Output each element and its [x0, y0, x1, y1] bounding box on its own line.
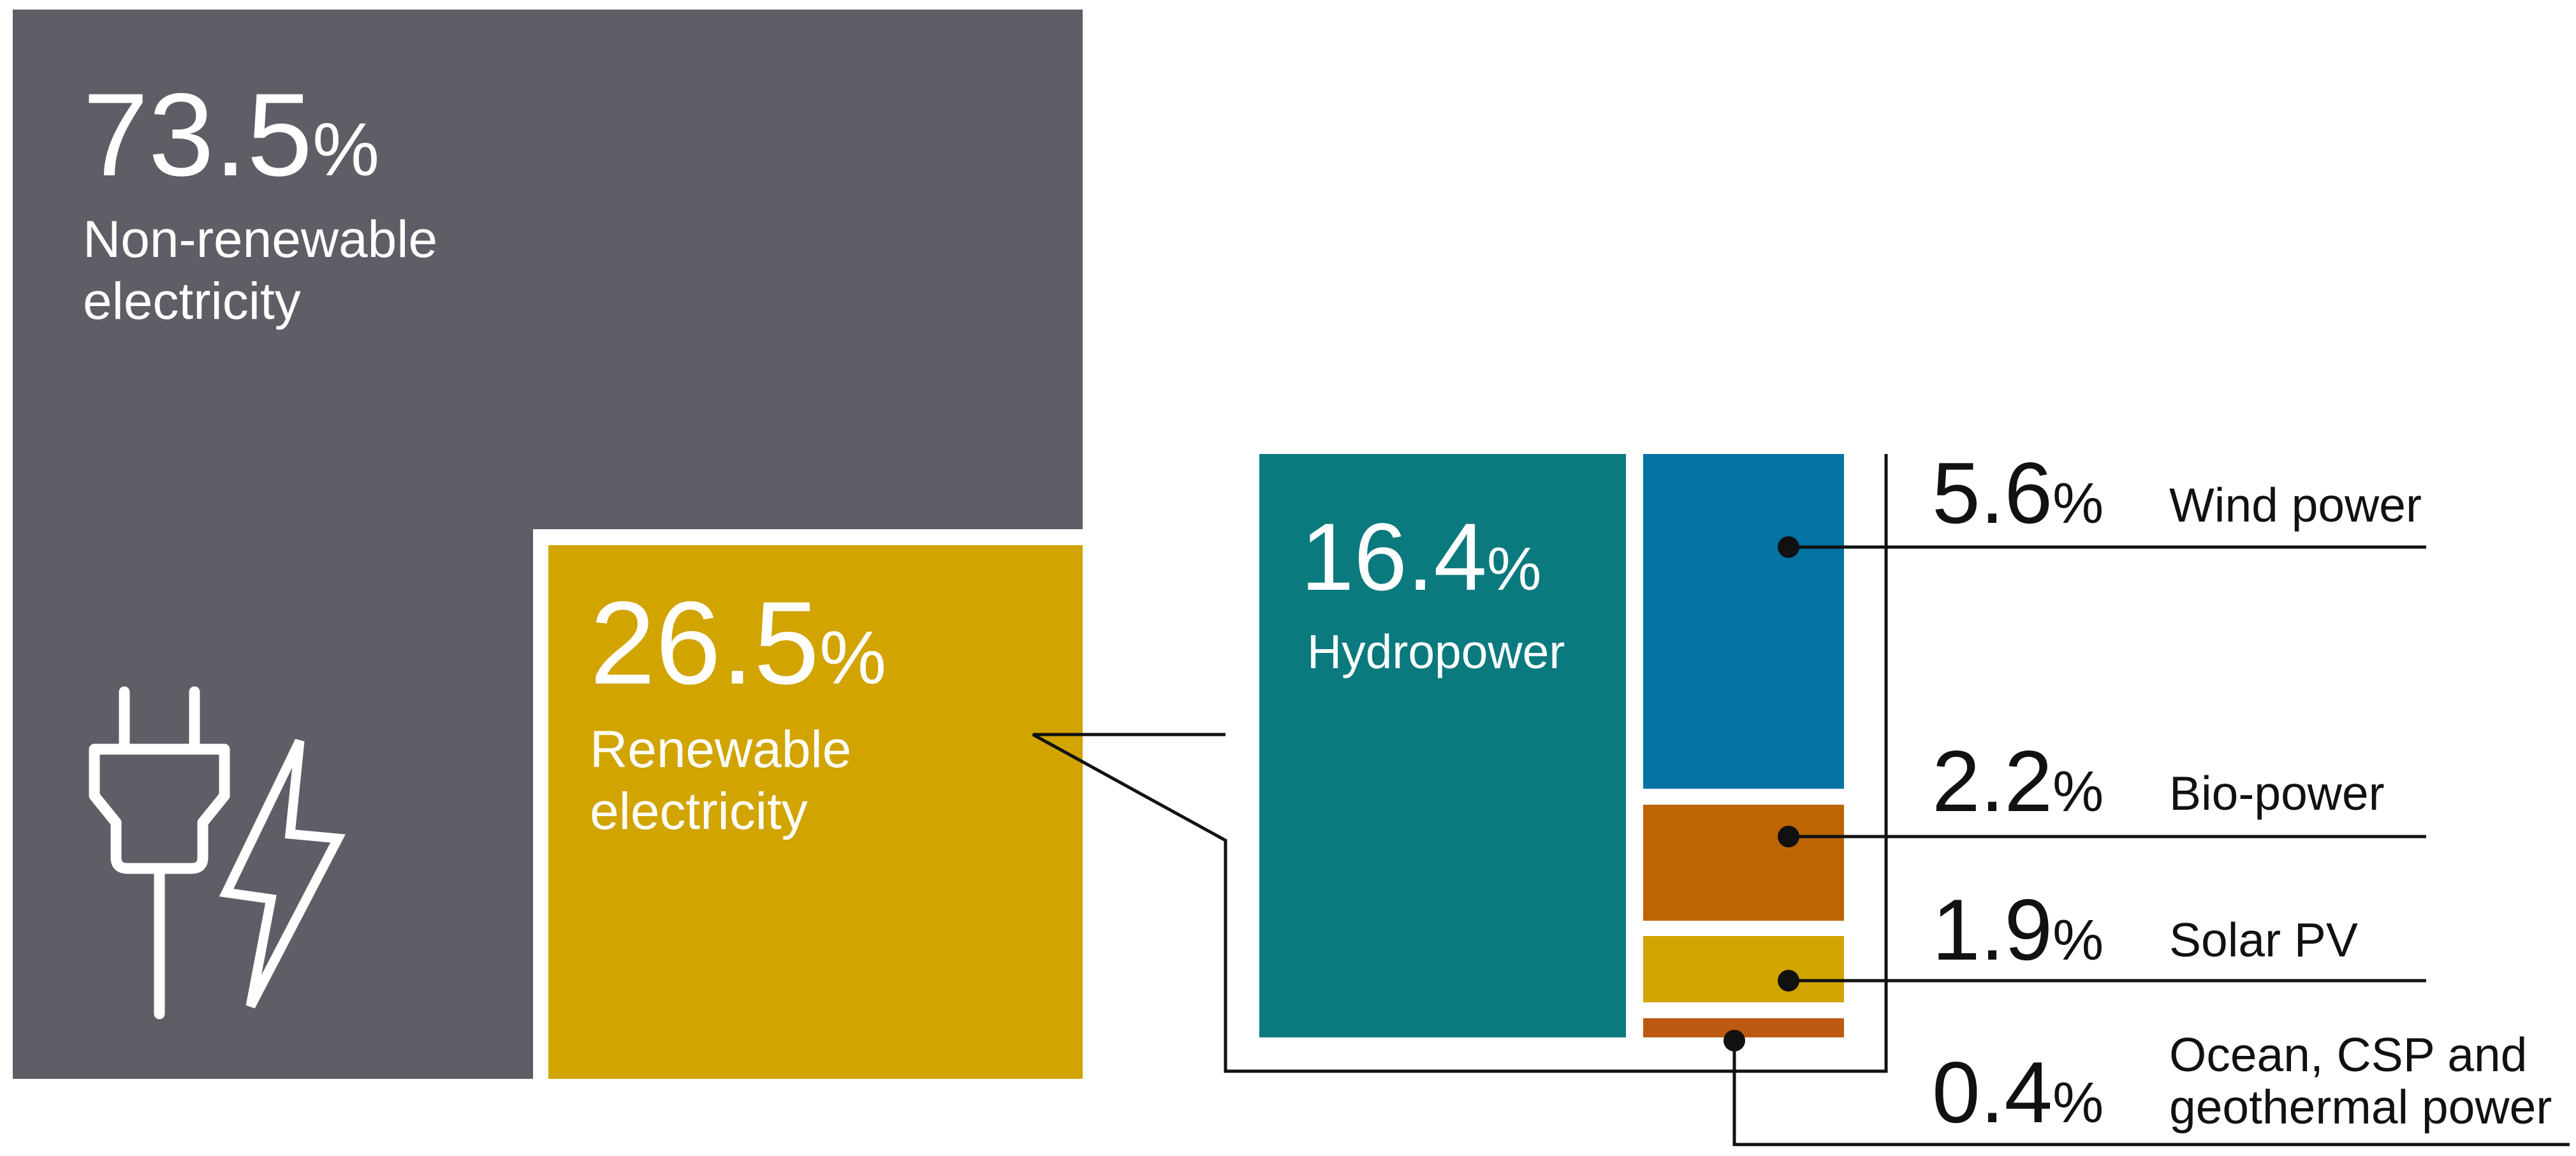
wind-value: 5.6: [1932, 444, 2053, 541]
solar-percent: %: [2053, 909, 2104, 972]
solar-label: Solar PV: [2169, 913, 2358, 967]
lightning-bolt-icon: [219, 738, 346, 1009]
wind-value-label: 5.6%: [1932, 444, 2104, 541]
solar-block: [1643, 936, 1844, 1002]
wind-label: Wind power: [2169, 478, 2422, 532]
bio-value-label: 2.2%: [1932, 733, 2104, 830]
leader-lines: [1732, 545, 2570, 1146]
non-renewable-label-1: Non-renewable: [83, 210, 437, 268]
plug-icon: [89, 686, 230, 1020]
bio-value: 2.2: [1932, 733, 2053, 830]
renewable-block: [548, 545, 1083, 1079]
renewable-value: 26.5: [590, 578, 819, 709]
non-renewable-value: 73.5: [83, 70, 312, 201]
callout-connector: [1032, 454, 1888, 1073]
non-renewable-block: [13, 10, 1083, 1079]
wind-percent: %: [2053, 472, 2104, 536]
solar-value-label: 1.9%: [1932, 881, 2104, 978]
bio-block: [1643, 805, 1844, 921]
renewable-percent: %: [819, 616, 886, 700]
ocean-percent: %: [2053, 1071, 2104, 1135]
renewable-label-2: electricity: [590, 782, 808, 840]
ocean-leader: [1732, 1041, 2570, 1146]
bio-label: Bio-power: [2169, 766, 2385, 820]
hydropower-percent: %: [1487, 535, 1541, 603]
hydropower-value-label: 16.4%: [1301, 503, 1541, 610]
non-renewable-label-2: electricity: [83, 272, 301, 330]
ocean-label-2: geothermal power: [2169, 1080, 2552, 1134]
bio-dot: [1778, 826, 1799, 847]
ocean-dot: [1723, 1030, 1745, 1051]
renewable-label-1: Renewable: [590, 721, 851, 779]
ocean-block: [1643, 1018, 1844, 1037]
hydropower-value: 16.4: [1301, 503, 1487, 610]
wind-block: [1643, 454, 1844, 789]
renewable-value-label: 26.5%: [590, 578, 886, 709]
ocean-label-1: Ocean, CSP and: [2169, 1028, 2527, 1081]
hydropower-label: Hydropower: [1307, 625, 1565, 678]
leader-dots: [1723, 536, 1799, 1051]
ocean-value: 0.4: [1932, 1044, 2053, 1141]
non-renewable-value-label: 73.5%: [83, 70, 379, 201]
ocean-value-label: 0.4%: [1932, 1044, 2104, 1141]
hydropower-block: [1259, 454, 1626, 1037]
bio-percent: %: [2053, 760, 2104, 824]
solar-value: 1.9: [1932, 881, 2053, 978]
non-renewable-percent: %: [312, 108, 379, 192]
solar-dot: [1778, 970, 1799, 991]
wind-dot: [1778, 536, 1799, 558]
